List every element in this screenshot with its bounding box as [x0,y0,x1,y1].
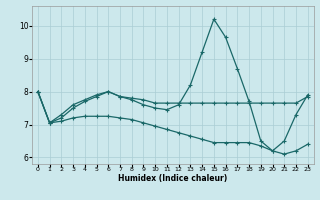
X-axis label: Humidex (Indice chaleur): Humidex (Indice chaleur) [118,174,228,183]
